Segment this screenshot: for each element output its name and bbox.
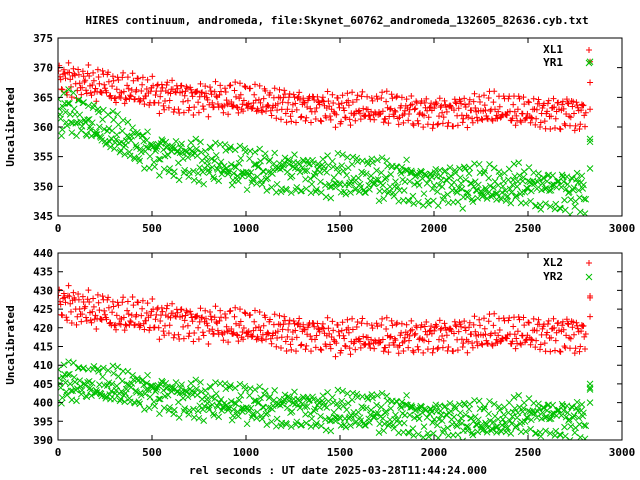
outlier-point-xl1-2 [587,106,594,113]
x-tick-label: 500 [142,222,162,235]
x-tick-label: 1500 [327,446,354,459]
x-tick-label: 2500 [515,446,542,459]
top-panel-points [58,58,594,216]
top-panel-legend: XL1 YR1 [543,43,593,69]
x-tick-label: 2000 [421,222,448,235]
legend-label-yr2: YR2 [543,270,563,283]
x-tick-label: 1000 [233,222,260,235]
y-tick-label: 425 [33,303,53,316]
y-tick-label: 360 [33,121,53,134]
series-yr2-markers [58,358,590,440]
legend-marker-xl2 [586,260,592,266]
x-tick-label: 0 [55,222,62,235]
top-panel: 0 500 1000 1500 2000 2500 3000 345 350 355 360 365 3… [4,32,635,235]
top-panel-axes: 0 500 1000 1500 2000 2500 3000 345 350 355 360 365 3… [33,32,635,235]
outlier-point-yr1-1 [586,135,594,143]
bottom-panel-points [58,282,594,440]
y-tick-label: 430 [33,284,53,297]
y-tick-label: 370 [33,62,53,75]
x-axis-label: rel seconds : UT date 2025-03-28T11:44:2… [189,464,487,477]
bottom-panel-legend-markers [585,260,593,281]
legend-label-yr1: YR1 [543,56,563,69]
legend-marker-yr1 [585,59,593,67]
bottom-panel-axes: 0 500 1000 1500 2000 2500 3000 390 395 400 405 410 4… [33,247,635,459]
y-tick-label: 435 [33,266,53,279]
top-panel-legend-markers [585,47,593,67]
bottom-panel-legend: XL2 YR2 [543,256,593,283]
x-tick-label: 1000 [233,446,260,459]
bottom-panel: 0 500 1000 1500 2000 2500 3000 390 395 400 405 410 4… [4,247,635,459]
bottom-panel-y-axis-label: Uncalibrated [4,305,17,384]
x-tick-label: 500 [142,446,162,459]
y-tick-label: 410 [33,359,53,372]
series-yr2 [58,358,594,440]
series-yr1 [58,58,594,216]
y-tick-label: 350 [33,180,53,193]
series-xl1-markers [58,59,589,134]
y-tick-label: 365 [33,91,53,104]
legend-label-xl2: XL2 [543,256,563,269]
x-tick-label: 3000 [609,222,636,235]
outlier-point-yr2-2 [586,386,594,393]
outlier-point-yr2-1 [586,384,594,391]
outlier-point-yr1-2 [586,138,594,146]
y-tick-label: 375 [33,32,53,45]
series-xl2 [58,282,594,360]
y-tick-label: 395 [33,415,53,428]
y-tick-label: 440 [33,247,53,260]
x-tick-label: 2000 [421,446,448,459]
outlier-point-xl2-2 [587,313,594,320]
x-tick-label: 2500 [515,222,542,235]
y-tick-label: 355 [33,151,53,164]
y-tick-label: 345 [33,210,53,223]
outlier-point-yr1-3 [586,165,594,172]
y-tick-label: 420 [33,322,53,335]
chart-title: HIRES continuum, andromeda, file:Skynet_… [85,14,588,27]
series-xl2-markers [58,282,589,360]
series-xl1 [58,58,594,134]
y-tick-label: 415 [33,341,53,354]
y-tick-label: 400 [33,397,53,410]
y-tick-label: 390 [33,434,53,447]
legend-marker-xl1 [586,47,592,53]
y-tick-label: 405 [33,378,53,391]
outlier-point-xl1-1 [587,79,594,86]
outlier-point-xl2-1 [587,294,594,301]
outlier-point-yr2-3 [586,399,594,406]
legend-label-xl1: XL1 [543,43,563,56]
x-tick-label: 1500 [327,222,354,235]
top-panel-y-axis-label: Uncalibrated [4,87,17,166]
x-tick-label: 3000 [609,446,636,459]
legend-marker-yr2 [585,273,593,281]
x-tick-label: 0 [55,446,62,459]
